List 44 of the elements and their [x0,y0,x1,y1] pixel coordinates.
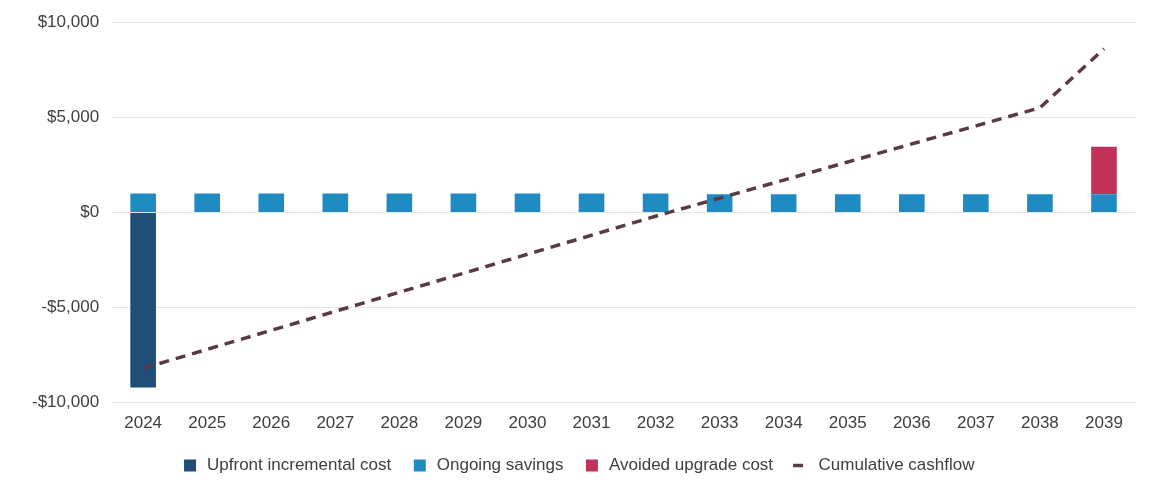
bar [899,194,925,212]
x-tick-label: 2037 [956,413,995,433]
bar [770,194,797,212]
bar [706,194,733,212]
y-tick-label: -$10,000 [31,392,100,412]
x-tick-label: 2034 [764,413,803,433]
x-tick-label: 2031 [572,413,611,433]
bar [1091,146,1117,195]
x-tick-label: 2039 [1085,413,1123,433]
y-tick-label: $5,000 [47,106,100,126]
bar [130,212,156,388]
bar [322,193,349,212]
x-tick-label: 2024 [124,413,163,433]
x-tick-label: 2027 [316,413,355,433]
x-tick-label: 2038 [1021,413,1059,433]
bar [386,193,413,212]
x-tick-label: 2033 [700,413,739,433]
bar [834,194,861,212]
legend-label: Cumulative cashflow [818,455,976,475]
bar [130,193,156,212]
bar [642,193,669,212]
x-tick-label: 2029 [444,413,483,433]
y-tick-label: $0 [80,202,100,222]
x-tick-label: 2028 [380,413,419,433]
bar [450,193,477,212]
legend-label: Ongoing savings [436,455,564,475]
y-tick-label: -$5,000 [41,297,100,317]
bar [514,193,541,212]
x-tick-label: 2035 [828,413,867,433]
bar [578,193,605,212]
x-tick-label: 2032 [636,413,675,433]
line-series [141,47,1106,371]
legend-label: Upfront incremental cost [207,455,392,475]
bar [963,194,989,212]
y-tick-label: $10,000 [37,11,100,31]
bar [194,193,221,212]
legend-label: Avoided upgrade cost [608,455,774,475]
x-tick-label: 2030 [508,413,547,433]
bar [1027,194,1053,212]
x-tick-label: 2026 [252,413,291,433]
bar [258,193,285,212]
x-tick-label: 2036 [892,413,931,433]
x-tick-label: 2025 [188,413,227,433]
bar [1091,194,1117,212]
